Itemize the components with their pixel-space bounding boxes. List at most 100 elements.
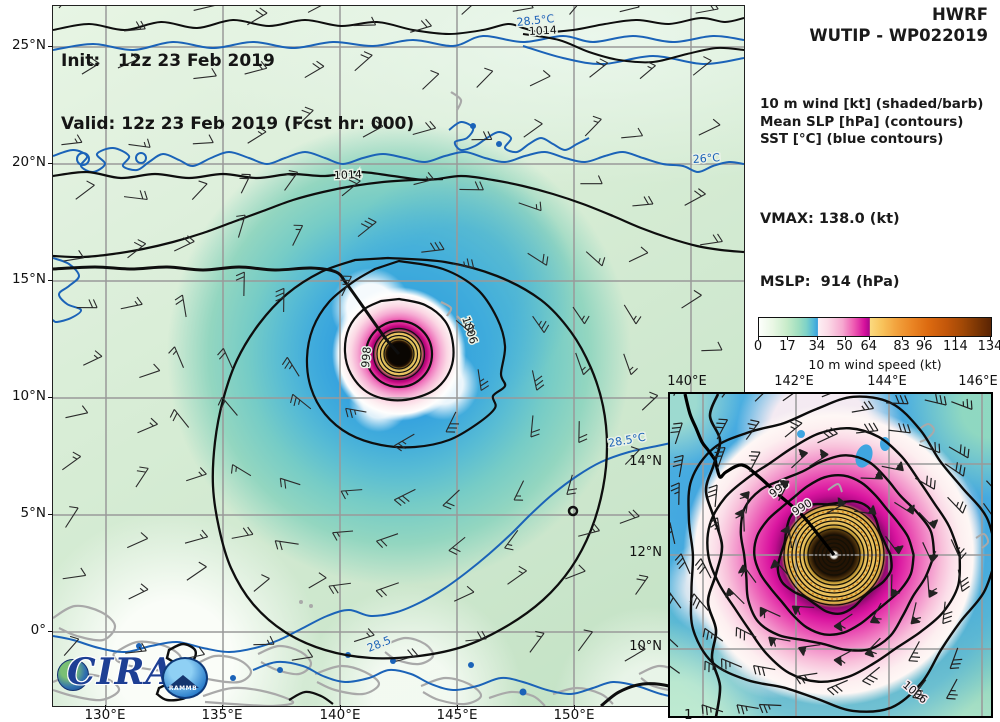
sst-contour-loop [135, 152, 147, 164]
slp-contour [687, 395, 991, 713]
coastline [257, 644, 313, 676]
y-tick-label: 25°N [11, 37, 46, 53]
wind-barb [833, 613, 853, 632]
axis-tick [48, 280, 53, 281]
wind-barb [985, 480, 991, 487]
wind-barb [217, 348, 234, 369]
wind-barb-flag [891, 588, 901, 597]
colorbar-tick-label: 83 [893, 339, 910, 354]
wind-barb [529, 630, 545, 653]
slp-contour [753, 474, 915, 636]
colorbar-tick [844, 336, 846, 340]
wind-barb [784, 418, 803, 438]
wind-barb [721, 394, 726, 398]
sst-dot [277, 667, 283, 673]
slp-label-1006: 1006 [459, 315, 480, 346]
wind-barb [942, 601, 953, 625]
field-legend: 10 m wind [kt] (shaded/barb) Mean SLP [h… [760, 96, 983, 149]
wind-barb [58, 6, 62, 9]
wind-barb [65, 506, 79, 528]
wind-barb [946, 678, 958, 700]
wind-barb [851, 400, 875, 413]
wind-barb [951, 398, 973, 411]
wind-barb-flag [928, 589, 939, 598]
wind-barb [886, 394, 909, 405]
slp-contour [795, 516, 873, 594]
wind-barb [918, 442, 941, 454]
wind-barb-flag [792, 606, 801, 616]
legend-slp: Mean SLP [hPa] (contours) [760, 113, 964, 130]
axis-tick [48, 397, 53, 398]
wind-barb [924, 394, 947, 406]
wind-barb [623, 353, 638, 376]
vmax-value: VMAX: 138.0 (kt) [760, 211, 900, 227]
colorbar-title: 10 m wind speed (kt) [808, 357, 942, 372]
wind-barb [518, 201, 542, 212]
wind-barb [577, 629, 593, 652]
mountain-icon [167, 675, 199, 688]
sst-label-285-top: 28.5°C [516, 12, 555, 29]
wind-barb [569, 6, 578, 15]
rammb-label: RAMMB [168, 685, 198, 692]
slp-contour [706, 426, 962, 684]
wind-barb-flag [738, 564, 748, 574]
wind-barb [137, 417, 158, 434]
wind-barb [513, 480, 525, 501]
wind-barb [193, 6, 215, 11]
wind-barb [670, 522, 676, 544]
wind-barb [632, 195, 654, 207]
wind-barb [61, 134, 83, 146]
coastline [975, 532, 990, 549]
sst-dot [470, 123, 476, 129]
axis-tick [457, 705, 458, 710]
wind-barb [833, 649, 854, 666]
slp-contour [791, 512, 877, 598]
wind-barb [507, 565, 527, 585]
wind-barb-flag [865, 648, 875, 658]
coastline [488, 690, 546, 706]
wind-barb [670, 665, 681, 674]
wind-barb [709, 517, 722, 540]
wind-barb [670, 422, 683, 445]
slp-contour [53, 170, 744, 254]
axis-tick [48, 163, 53, 164]
wind-maxima-ring [789, 510, 879, 600]
wind-barb [698, 118, 721, 136]
wind-barb [174, 294, 187, 318]
wind-barb-flag [725, 588, 735, 598]
wind-barb [127, 532, 149, 549]
sst-dot [496, 141, 502, 147]
wind-barb [527, 252, 549, 266]
wind-barb [639, 61, 656, 80]
wind-barb [947, 496, 967, 514]
wind-barb [817, 427, 838, 444]
wind-barb [512, 6, 534, 12]
wind-barb [127, 239, 147, 259]
colorbar-tick-label: 114 [942, 339, 968, 354]
slp-contour [53, 177, 444, 259]
wind-barb-flag [798, 646, 807, 657]
axis-tick [48, 631, 53, 632]
wind-barb [76, 299, 98, 309]
wind-barb [700, 233, 723, 246]
slp-contour [704, 394, 724, 716]
slp-contour [821, 542, 847, 568]
wind-barb [758, 703, 782, 714]
wind-barb-flag [819, 449, 829, 459]
slp-contour [825, 546, 843, 564]
wind-barb [169, 409, 190, 428]
storm-id: WUTIP - WP022019 [809, 26, 988, 45]
wind-barb [422, 69, 440, 90]
inset-y-tick-label: 12°N [629, 545, 662, 560]
low-wind-patch [797, 430, 805, 438]
sst-label-285-mid: 28.5°C [607, 431, 647, 450]
coastline [314, 664, 381, 696]
inset-wind-barbs [670, 394, 991, 716]
wind-barb [120, 296, 143, 310]
colorbar-tick [924, 336, 926, 340]
y-tick-label: 10°N [11, 388, 46, 404]
wind-barb [477, 369, 490, 391]
wind-barb [123, 190, 148, 201]
inset-features [797, 422, 990, 549]
